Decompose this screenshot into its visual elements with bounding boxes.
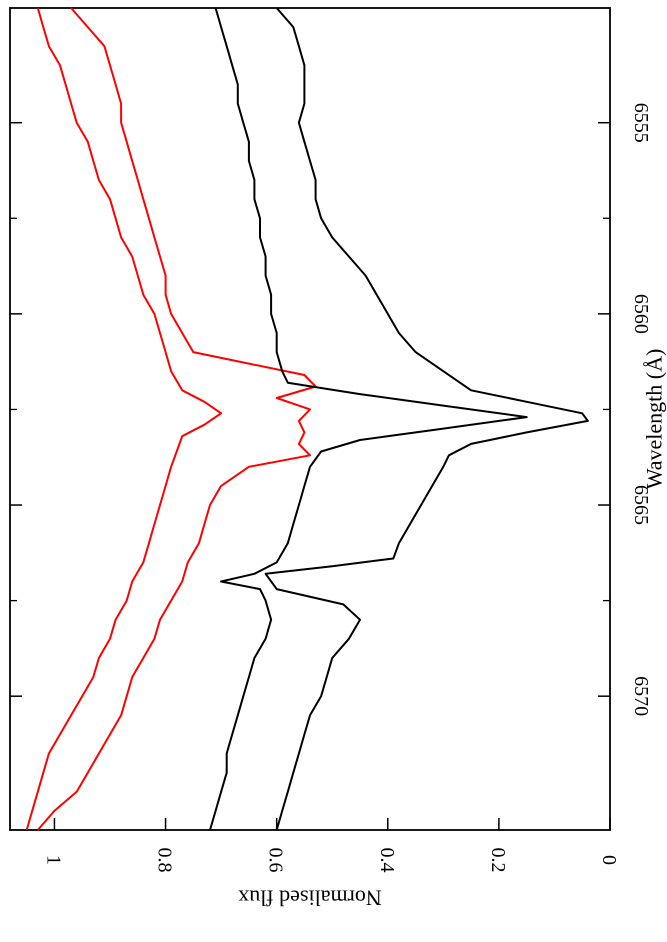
tick-labels: 6555 6560 6565 6570 0 0.2 0.4 0.6 0.8 1	[42, 103, 652, 873]
series-line-3	[209, 7, 528, 831]
x-axis-title: Wavelength (Å)	[642, 349, 667, 490]
x-tick-label: 6565	[630, 485, 652, 525]
axis-ticks	[10, 121, 611, 830]
y-tick-label: 0.6	[265, 848, 287, 873]
y-tick-label: 1	[42, 855, 64, 865]
series-group	[25, 7, 589, 831]
y-tick-label: 0	[598, 855, 620, 865]
series-line-2	[37, 7, 317, 831]
x-tick-label: 6570	[630, 676, 652, 716]
y-tick-label: 0.2	[487, 848, 509, 873]
y-axis-title: Normalised flux	[238, 885, 382, 910]
plot-frame	[9, 7, 611, 831]
y-tick-label: 0.4	[376, 848, 398, 873]
x-tick-label: 6560	[630, 294, 652, 334]
y-tick-label: 0.8	[154, 848, 176, 873]
series-line-1	[25, 7, 223, 831]
x-tick-label: 6555	[630, 103, 652, 143]
series-line-4	[264, 7, 589, 831]
